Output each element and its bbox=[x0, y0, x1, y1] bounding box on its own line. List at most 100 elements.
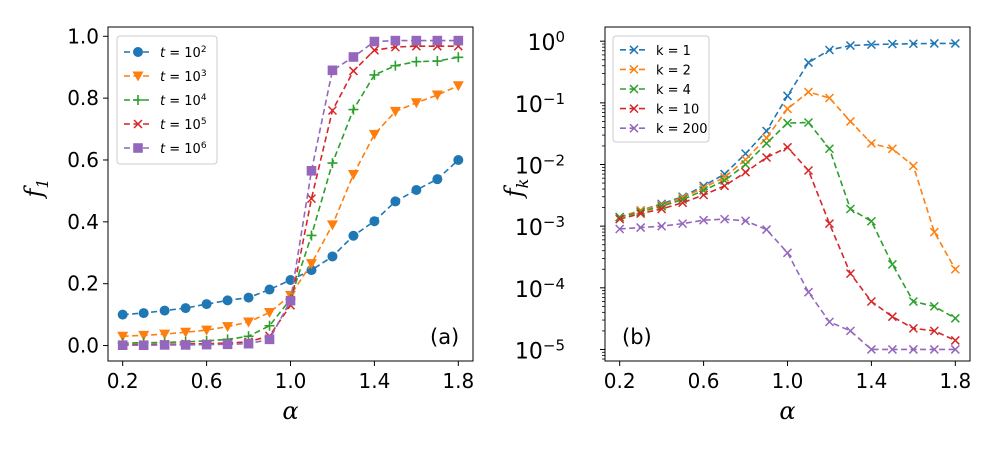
data-point bbox=[264, 307, 276, 318]
data-point bbox=[887, 144, 897, 154]
legend-entry: k = 10 bbox=[620, 103, 699, 118]
panel-b: 0.2 0.6 1.0 1.4 1.8 10−5 10−4 10−3 10−2 10−1 100 α f… bbox=[500, 26, 971, 425]
data-point bbox=[866, 344, 876, 354]
x-tick-label: 0.6 bbox=[688, 369, 720, 393]
data-point bbox=[327, 158, 338, 169]
legend-label: k = 10 bbox=[656, 103, 699, 118]
legend-label: t = 103 bbox=[160, 69, 207, 85]
data-point bbox=[845, 326, 855, 336]
data-point bbox=[453, 52, 464, 63]
x-tick-label: 1.0 bbox=[772, 369, 804, 393]
data-point bbox=[887, 344, 897, 354]
data-point bbox=[908, 344, 918, 354]
x-axis-label: α bbox=[779, 397, 795, 425]
x-tick-label: 1.8 bbox=[442, 369, 474, 393]
data-point bbox=[306, 230, 317, 241]
y-tick-label: 0.8 bbox=[67, 86, 99, 110]
legend-label: t = 104 bbox=[160, 93, 207, 109]
y-tick-label: 10−3 bbox=[515, 213, 565, 241]
data-point bbox=[950, 313, 960, 323]
data-point bbox=[950, 335, 960, 345]
data-point bbox=[845, 41, 855, 51]
data-point bbox=[306, 194, 317, 204]
data-point bbox=[348, 52, 359, 62]
x-tick-label: 0.2 bbox=[604, 369, 636, 393]
data-point bbox=[782, 142, 793, 152]
data-point bbox=[887, 259, 897, 269]
data-point bbox=[929, 344, 939, 354]
data-point bbox=[201, 339, 212, 350]
data-point bbox=[908, 39, 918, 49]
legend-marker bbox=[133, 119, 143, 129]
data-point bbox=[453, 35, 464, 46]
data-point bbox=[410, 98, 422, 109]
data-point bbox=[678, 219, 688, 229]
data-point bbox=[929, 227, 939, 237]
data-point bbox=[824, 144, 834, 154]
y-tick-label: 10−1 bbox=[515, 90, 565, 118]
legend-entry: k = 2 bbox=[620, 63, 691, 78]
data-point bbox=[180, 340, 191, 350]
legend-label: k = 200 bbox=[656, 122, 708, 137]
data-point bbox=[761, 138, 772, 148]
data-point bbox=[908, 323, 918, 333]
data-point bbox=[845, 116, 855, 126]
data-point bbox=[866, 40, 876, 50]
data-point bbox=[950, 38, 960, 48]
data-point bbox=[327, 65, 338, 76]
data-point bbox=[845, 269, 855, 279]
data-point bbox=[243, 292, 254, 303]
data-point bbox=[866, 138, 876, 148]
data-point bbox=[950, 344, 960, 354]
legend-marker bbox=[133, 47, 143, 57]
y-axis-label: fk bbox=[500, 179, 532, 200]
data-point bbox=[243, 338, 254, 349]
data-point bbox=[803, 58, 814, 68]
data-point bbox=[306, 166, 317, 176]
series-line bbox=[619, 146, 956, 342]
data-point bbox=[720, 172, 730, 182]
legend-marker bbox=[629, 64, 639, 74]
legend: k = 1 k = 2 k = 4 k = 10 k = 200 bbox=[612, 35, 710, 143]
legend-label: k = 1 bbox=[656, 44, 691, 59]
data-point bbox=[761, 152, 772, 163]
series-line bbox=[619, 218, 956, 351]
legend-entry: t = 105 bbox=[124, 117, 207, 133]
data-point bbox=[699, 183, 709, 193]
data-point bbox=[138, 330, 150, 341]
legend-marker bbox=[133, 95, 143, 105]
legend-entry: k = 4 bbox=[620, 83, 691, 98]
data-point bbox=[929, 326, 939, 336]
data-point bbox=[285, 295, 296, 306]
data-point bbox=[657, 204, 667, 214]
data-point bbox=[348, 230, 359, 241]
data-point bbox=[720, 181, 730, 191]
data-point bbox=[222, 295, 233, 306]
data-point bbox=[411, 35, 422, 46]
data-point bbox=[411, 184, 422, 195]
data-point bbox=[159, 305, 170, 316]
data-point bbox=[782, 104, 793, 114]
data-point bbox=[803, 287, 814, 297]
data-point bbox=[138, 308, 149, 319]
data-point bbox=[243, 317, 255, 328]
data-point bbox=[741, 167, 751, 177]
data-point bbox=[390, 60, 401, 71]
data-point bbox=[369, 216, 380, 227]
data-point bbox=[452, 81, 464, 92]
x-tick-label: 0.2 bbox=[107, 369, 139, 393]
data-point bbox=[369, 36, 380, 47]
data-point bbox=[950, 264, 960, 274]
data-point bbox=[615, 224, 625, 234]
series-4 bbox=[615, 142, 960, 345]
data-point bbox=[824, 317, 834, 327]
data-point bbox=[117, 309, 128, 320]
y-axis-label: f1 bbox=[20, 178, 52, 199]
y-tick-label: 0.2 bbox=[67, 272, 99, 296]
data-point bbox=[929, 38, 939, 48]
legend-entry: t = 102 bbox=[124, 45, 207, 61]
data-point bbox=[887, 39, 897, 49]
y-tick-label: 0.6 bbox=[67, 148, 99, 172]
data-point bbox=[159, 329, 171, 340]
data-point bbox=[347, 170, 359, 181]
